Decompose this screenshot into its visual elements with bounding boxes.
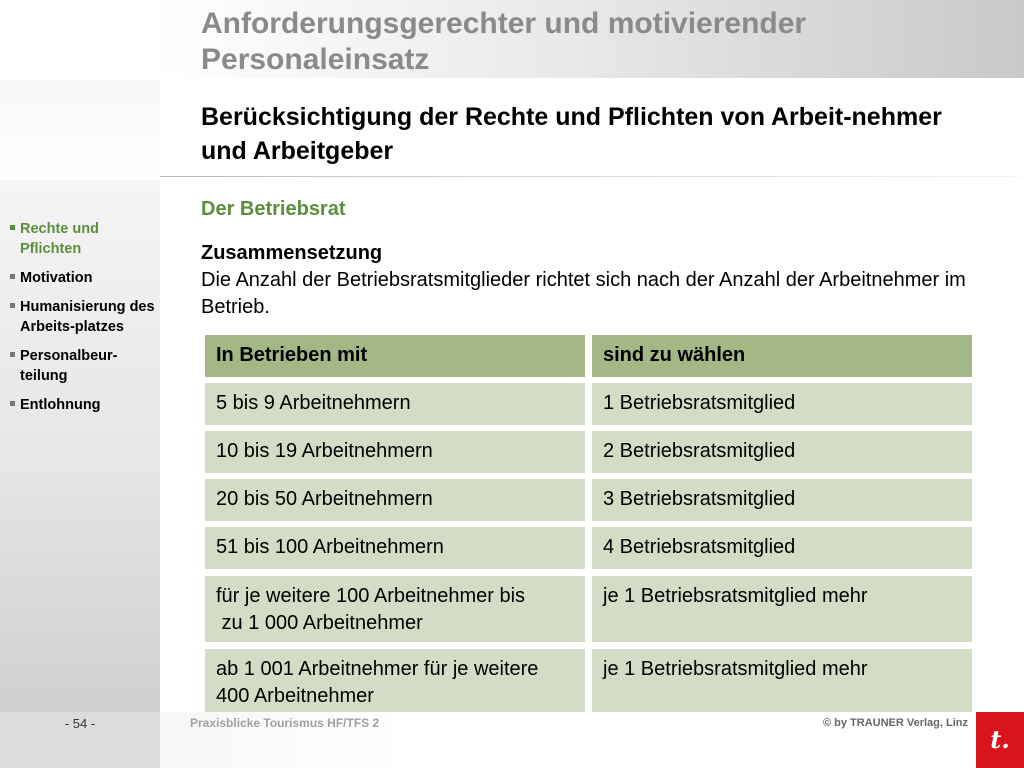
bullet-icon bbox=[10, 352, 15, 357]
table-cell: ab 1 001 Arbeitnehmer für je weitere 400… bbox=[205, 649, 585, 715]
sidebar-item-label: Humanisierung des Arbeits-platzes bbox=[20, 299, 155, 335]
sidebar-item-entlohnung[interactable]: Entlohnung bbox=[10, 395, 156, 415]
section-heading: Der Betriebsrat bbox=[201, 198, 346, 220]
header-divider bbox=[160, 176, 1020, 177]
table-cell: 10 bis 19 Arbeitnehmern bbox=[205, 431, 585, 473]
table-cell: 3 Betriebsratsmitglied bbox=[592, 479, 972, 521]
sidebar-item-label: Motivation bbox=[20, 270, 93, 286]
footer-band bbox=[0, 712, 1024, 768]
sidebar bbox=[0, 80, 160, 712]
sidebar-item-motivation[interactable]: Motivation bbox=[10, 268, 156, 288]
trauner-logo-icon: t. bbox=[976, 712, 1024, 768]
intro-text: Die Anzahl der Betriebsratsmitglieder ri… bbox=[201, 269, 966, 318]
sidebar-item-personalbeurteilung[interactable]: Personalbeur-teilung bbox=[10, 346, 156, 386]
sidebar-top-strip bbox=[0, 80, 160, 180]
bullet-icon bbox=[10, 303, 15, 308]
footer-page-box bbox=[0, 712, 160, 768]
title-band bbox=[0, 0, 1024, 78]
table-header-cell: sind zu wählen bbox=[592, 335, 972, 377]
table-cell: 5 bis 9 Arbeitnehmern bbox=[205, 383, 585, 425]
sidebar-item-label: Rechte und Pflichten bbox=[20, 221, 99, 257]
sidebar-item-label: Personalbeur-teilung bbox=[20, 348, 118, 384]
table-cell: 20 bis 50 Arbeitnehmern bbox=[205, 479, 585, 521]
slide-subtitle: Berücksichtigung der Rechte und Pflichte… bbox=[201, 103, 942, 165]
sidebar-item-label: Entlohnung bbox=[20, 397, 101, 413]
footer-copyright: © by TRAUNER Verlag, Linz bbox=[822, 717, 968, 729]
table-cell: für je weitere 100 Arbeitnehmer bis zu 1… bbox=[205, 576, 585, 642]
table-cell: 51 bis 100 Arbeitnehmern bbox=[205, 527, 585, 569]
table-cell: 1 Betriebsratsmitglied bbox=[592, 383, 972, 425]
table-cell: je 1 Betriebsratsmitglied mehr bbox=[592, 576, 972, 642]
bullet-icon bbox=[10, 401, 15, 406]
table-cell: 4 Betriebsratsmitglied bbox=[592, 527, 972, 569]
sidebar-nav: Rechte und Pflichten Motivation Humanisi… bbox=[10, 219, 156, 424]
footer-book-title: Praxisblicke Tourismus HF/TFS 2 bbox=[190, 716, 380, 730]
intro-paragraph: Zusammensetzung Die Anzahl der Betriebsr… bbox=[201, 240, 971, 321]
page-title: Anforderungsgerechter und motivierender … bbox=[201, 7, 807, 76]
bullet-icon bbox=[10, 274, 15, 279]
sidebar-item-rechte-und-pflichten[interactable]: Rechte und Pflichten bbox=[10, 219, 156, 259]
bullet-icon bbox=[10, 225, 15, 230]
page-number: - 54 - bbox=[64, 716, 96, 731]
table-cell: je 1 Betriebsratsmitglied mehr bbox=[592, 649, 972, 715]
intro-label: Zusammensetzung bbox=[201, 242, 383, 264]
sidebar-item-humanisierung[interactable]: Humanisierung des Arbeits-platzes bbox=[10, 297, 156, 337]
table-cell: 2 Betriebsratsmitglied bbox=[592, 431, 972, 473]
table-header-cell: In Betrieben mit bbox=[205, 335, 585, 377]
